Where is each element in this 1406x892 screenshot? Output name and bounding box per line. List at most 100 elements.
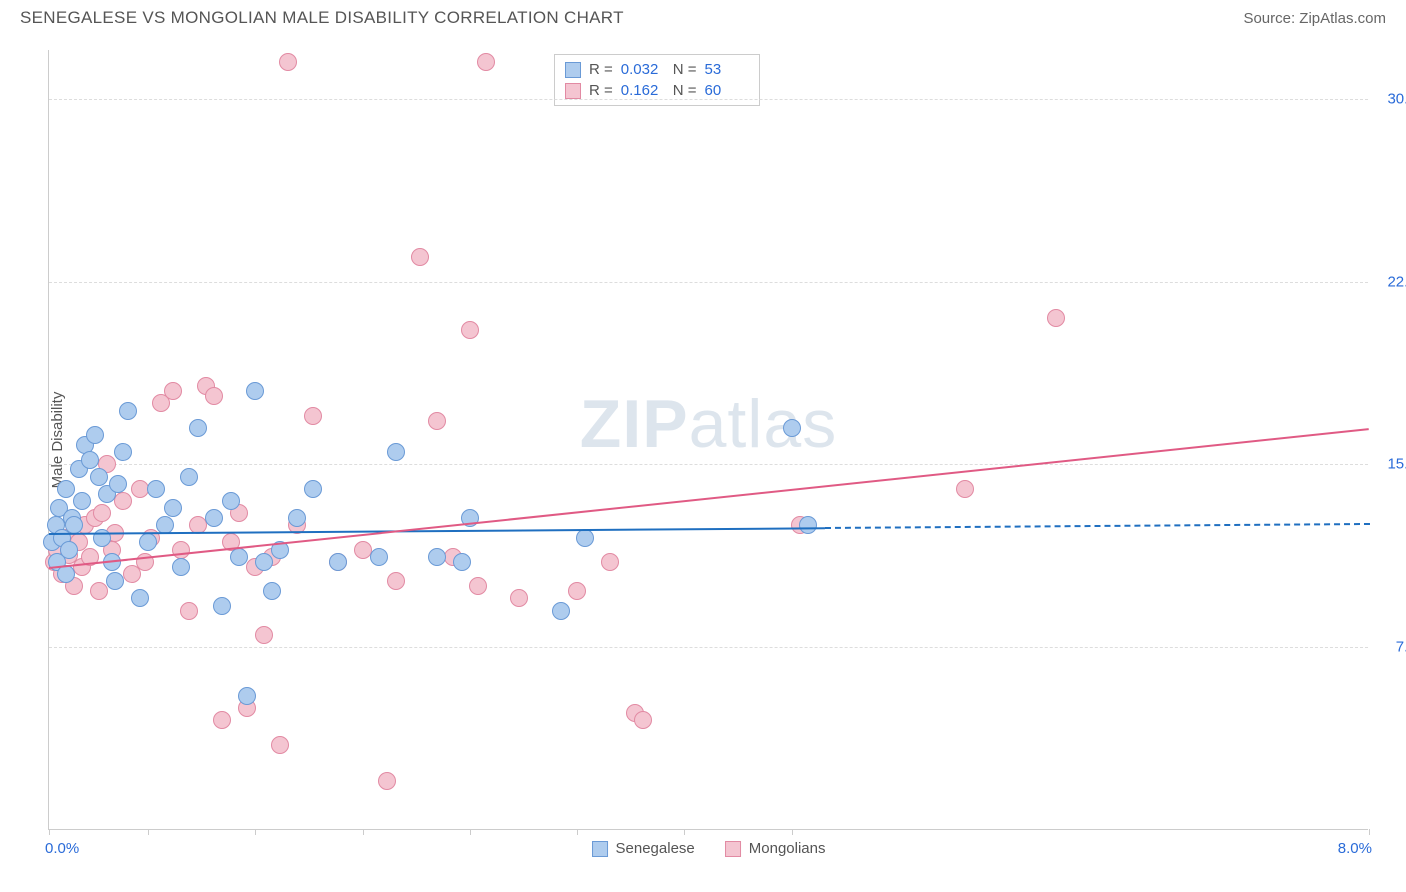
scatter-point-mongolians: [114, 492, 132, 510]
scatter-point-mongolians: [469, 577, 487, 595]
scatter-point-senegalese: [213, 597, 231, 615]
scatter-point-mongolians: [90, 582, 108, 600]
scatter-point-senegalese: [255, 553, 273, 571]
stats-n-label: N =: [673, 61, 697, 78]
legend-item-senegalese: Senegalese: [592, 840, 695, 857]
scatter-point-senegalese: [783, 419, 801, 437]
scatter-point-mongolians: [205, 387, 223, 405]
x-tick-mark: [1369, 829, 1370, 835]
stats-r-mongolians: 0.162: [621, 82, 665, 99]
x-axis-min-label: 0.0%: [45, 840, 79, 857]
scatter-point-senegalese: [552, 602, 570, 620]
legend-swatch-senegalese: [592, 841, 608, 857]
legend-item-mongolians: Mongolians: [725, 840, 826, 857]
scatter-point-senegalese: [329, 553, 347, 571]
y-tick-label: 30.0%: [1387, 90, 1406, 107]
x-axis-max-label: 8.0%: [1338, 840, 1372, 857]
scatter-point-mongolians: [93, 504, 111, 522]
scatter-point-mongolians: [411, 248, 429, 266]
scatter-point-mongolians: [461, 321, 479, 339]
legend-bottom: Senegalese Mongolians: [592, 840, 826, 857]
legend-swatch-mongolians: [725, 841, 741, 857]
scatter-point-mongolians: [568, 582, 586, 600]
source-label: Source: ZipAtlas.com: [1243, 10, 1386, 27]
stats-r-label: R =: [589, 82, 613, 99]
grid-line: [49, 282, 1368, 283]
y-tick-label: 15.0%: [1387, 456, 1406, 473]
scatter-point-mongolians: [1047, 309, 1065, 327]
scatter-point-senegalese: [119, 402, 137, 420]
stats-swatch-senegalese: [565, 62, 581, 78]
scatter-point-mongolians: [601, 553, 619, 571]
stats-row-senegalese: R = 0.032 N = 53: [565, 59, 749, 80]
scatter-point-senegalese: [93, 529, 111, 547]
x-tick-mark: [792, 829, 793, 835]
scatter-point-mongolians: [956, 480, 974, 498]
scatter-point-senegalese: [90, 468, 108, 486]
x-tick-mark: [684, 829, 685, 835]
chart-plot-area: Male Disability ZIPatlas 0.0% 8.0% Seneg…: [48, 50, 1368, 830]
scatter-point-senegalese: [114, 443, 132, 461]
scatter-point-mongolians: [131, 480, 149, 498]
scatter-point-senegalese: [288, 509, 306, 527]
y-axis-title: Male Disability: [49, 391, 66, 488]
scatter-point-senegalese: [799, 516, 817, 534]
x-tick-mark: [577, 829, 578, 835]
scatter-point-senegalese: [106, 572, 124, 590]
legend-label-mongolians: Mongolians: [749, 840, 826, 857]
scatter-point-mongolians: [172, 541, 190, 559]
scatter-point-mongolians: [354, 541, 372, 559]
chart-title: SENEGALESE VS MONGOLIAN MALE DISABILITY …: [20, 8, 624, 28]
scatter-point-mongolians: [634, 711, 652, 729]
stats-r-senegalese: 0.032: [621, 61, 665, 78]
scatter-point-mongolians: [304, 407, 322, 425]
scatter-point-mongolians: [164, 382, 182, 400]
scatter-point-senegalese: [370, 548, 388, 566]
scatter-point-senegalese: [131, 589, 149, 607]
grid-line: [49, 647, 1368, 648]
scatter-point-senegalese: [238, 687, 256, 705]
scatter-point-senegalese: [189, 419, 207, 437]
scatter-point-senegalese: [230, 548, 248, 566]
scatter-point-senegalese: [428, 548, 446, 566]
scatter-point-senegalese: [147, 480, 165, 498]
scatter-point-mongolians: [387, 572, 405, 590]
y-tick-label: 22.5%: [1387, 273, 1406, 290]
scatter-point-mongolians: [378, 772, 396, 790]
x-tick-mark: [255, 829, 256, 835]
scatter-point-senegalese: [387, 443, 405, 461]
scatter-point-senegalese: [263, 582, 281, 600]
stats-n-senegalese: 53: [705, 61, 749, 78]
x-tick-mark: [363, 829, 364, 835]
scatter-point-mongolians: [510, 589, 528, 607]
scatter-point-senegalese: [86, 426, 104, 444]
scatter-point-senegalese: [222, 492, 240, 510]
scatter-point-senegalese: [205, 509, 223, 527]
stats-swatch-mongolians: [565, 83, 581, 99]
stats-r-label: R =: [589, 61, 613, 78]
scatter-point-senegalese: [164, 499, 182, 517]
scatter-point-mongolians: [279, 53, 297, 71]
trend-line-senegalese-dashed: [824, 523, 1368, 529]
x-tick-mark: [49, 829, 50, 835]
scatter-point-senegalese: [172, 558, 190, 576]
scatter-point-mongolians: [428, 412, 446, 430]
scatter-point-senegalese: [453, 553, 471, 571]
scatter-point-senegalese: [65, 516, 83, 534]
stats-n-label: N =: [673, 82, 697, 99]
scatter-point-senegalese: [109, 475, 127, 493]
trend-line-mongolians: [49, 428, 1369, 569]
y-tick-label: 7.5%: [1396, 639, 1406, 656]
x-tick-mark: [470, 829, 471, 835]
scatter-point-mongolians: [213, 711, 231, 729]
scatter-point-senegalese: [57, 480, 75, 498]
scatter-point-senegalese: [73, 492, 91, 510]
scatter-point-mongolians: [271, 736, 289, 754]
scatter-point-senegalese: [246, 382, 264, 400]
grid-line: [49, 99, 1368, 100]
scatter-point-senegalese: [304, 480, 322, 498]
scatter-point-mongolians: [255, 626, 273, 644]
scatter-point-mongolians: [477, 53, 495, 71]
scatter-point-senegalese: [139, 533, 157, 551]
scatter-point-senegalese: [81, 451, 99, 469]
